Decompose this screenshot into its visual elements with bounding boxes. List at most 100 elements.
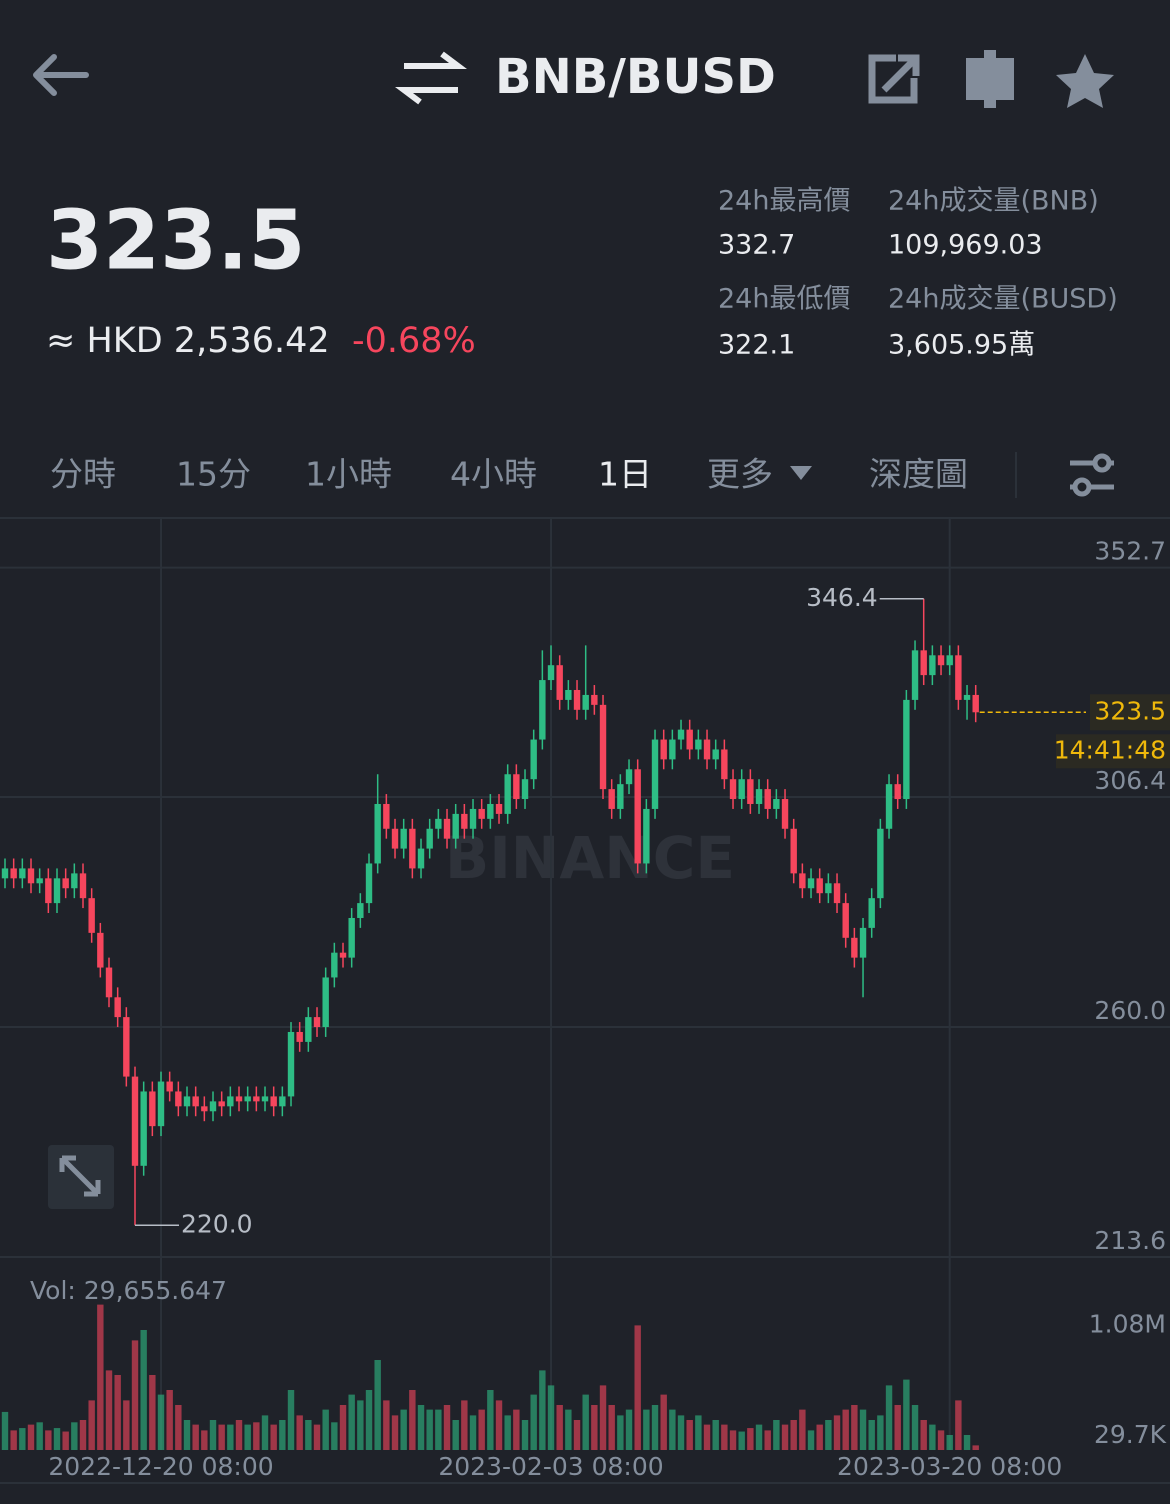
candle-body <box>357 903 364 918</box>
candle-body <box>955 655 962 700</box>
candle-body <box>452 813 459 839</box>
candle-body <box>391 828 399 849</box>
candle-body <box>790 828 797 874</box>
volume-bar <box>140 1330 147 1450</box>
candle-body <box>417 848 425 869</box>
candle-body <box>703 739 711 760</box>
candle-body <box>253 1096 260 1102</box>
volume-bar <box>946 1435 953 1450</box>
volume-bar <box>435 1409 442 1450</box>
volume-bar <box>764 1430 771 1450</box>
candle-body <box>608 789 615 809</box>
candle-body <box>79 873 87 899</box>
candle-body <box>833 883 841 904</box>
candle-body <box>348 917 355 958</box>
volume-bar <box>45 1430 52 1450</box>
volume-bar <box>452 1420 459 1450</box>
layout-icon[interactable] <box>966 50 1014 108</box>
volume-bar <box>556 1405 563 1450</box>
stat-label: 24h最高價 <box>718 186 850 217</box>
candle-body <box>747 779 754 804</box>
tab[interactable]: 4小時 <box>450 455 537 494</box>
candle-body <box>261 1096 269 1102</box>
candle-body <box>469 808 477 829</box>
volume-bar <box>599 1385 607 1450</box>
candle-body <box>634 769 641 864</box>
candle-body <box>582 694 589 710</box>
candle-body <box>877 828 884 899</box>
candle-body <box>166 1081 173 1092</box>
chart: BINANCE 213.6 260.0 306.4 352.7 29.7K 1.08M 202… <box>0 518 1170 1481</box>
volume-bar <box>608 1405 615 1450</box>
candle-body <box>565 689 572 700</box>
volume-bar <box>97 1304 104 1450</box>
volume-bar <box>625 1409 633 1450</box>
tab[interactable]: 15分 <box>176 455 251 494</box>
stat-value: 322.1 <box>718 330 795 361</box>
favorite-icon[interactable] <box>1056 54 1114 108</box>
candle-body <box>764 789 771 809</box>
back-button[interactable] <box>33 54 89 96</box>
stat-value: 109,969.03 <box>888 230 1043 261</box>
candle-body <box>530 739 537 780</box>
candle-body <box>235 1096 243 1102</box>
volume-bar <box>721 1424 728 1450</box>
candle-body <box>495 803 503 814</box>
volume-bar <box>799 1409 806 1450</box>
swap-icon[interactable] <box>395 51 467 105</box>
settings-icon[interactable] <box>1070 453 1114 497</box>
countdown-box <box>1056 734 1170 769</box>
stat-value: 3,605.95萬 <box>888 330 1035 361</box>
dropdown-arrow[interactable] <box>790 466 812 480</box>
candle-body <box>868 898 875 928</box>
volume-bar <box>669 1409 676 1450</box>
candle-body <box>461 813 468 829</box>
volume-bar <box>426 1409 433 1450</box>
high-label: 346.4 <box>806 583 878 612</box>
pair-title[interactable]: BNB/BUSD <box>495 49 776 105</box>
volume-bar <box>296 1415 303 1450</box>
candle-body <box>183 1096 191 1107</box>
candle-body <box>504 774 511 814</box>
watermark: BINANCE <box>445 824 735 892</box>
volume-bar <box>79 1420 87 1450</box>
candle-body <box>547 665 555 681</box>
volume-bar <box>513 1409 520 1450</box>
y-tick-label: 260.0 <box>1094 996 1166 1025</box>
volume-bar <box>825 1420 832 1450</box>
volume-bar <box>582 1394 589 1450</box>
candle-body <box>695 739 702 750</box>
volume-bar <box>305 1420 312 1450</box>
candle-body <box>443 818 451 839</box>
tab[interactable]: 1小時 <box>305 455 392 494</box>
candle-body <box>339 952 347 958</box>
stat-label: 24h最低價 <box>718 284 850 315</box>
candle-body <box>365 863 373 904</box>
volume-bar <box>920 1420 927 1450</box>
tab[interactable]: 深度圖 <box>869 455 968 494</box>
candle-body <box>755 789 763 804</box>
tab[interactable]: 更多 <box>707 455 773 494</box>
fullscreen-button[interactable] <box>48 1145 114 1209</box>
volume-bar <box>963 1435 971 1450</box>
tab[interactable]: 分時 <box>50 455 116 494</box>
volume-bar <box>790 1420 797 1450</box>
candle-body <box>331 952 338 978</box>
candle-body <box>123 1017 130 1077</box>
volume-bar <box>192 1424 199 1450</box>
candle-body <box>435 818 442 829</box>
candle-body <box>131 1076 139 1166</box>
volume-bar <box>270 1424 277 1450</box>
candle-body <box>539 680 546 740</box>
volume-bar <box>816 1424 823 1450</box>
low-label: 220.0 <box>181 1209 253 1238</box>
candle-body <box>669 739 676 760</box>
candle-body <box>157 1081 165 1127</box>
tab-active[interactable]: 1日 <box>598 455 652 494</box>
volume-bar <box>521 1420 529 1450</box>
candle-body <box>270 1096 277 1107</box>
candle-body <box>244 1096 251 1102</box>
volume-bar <box>833 1415 841 1450</box>
share-icon[interactable] <box>868 54 920 104</box>
candle-body <box>885 784 893 829</box>
